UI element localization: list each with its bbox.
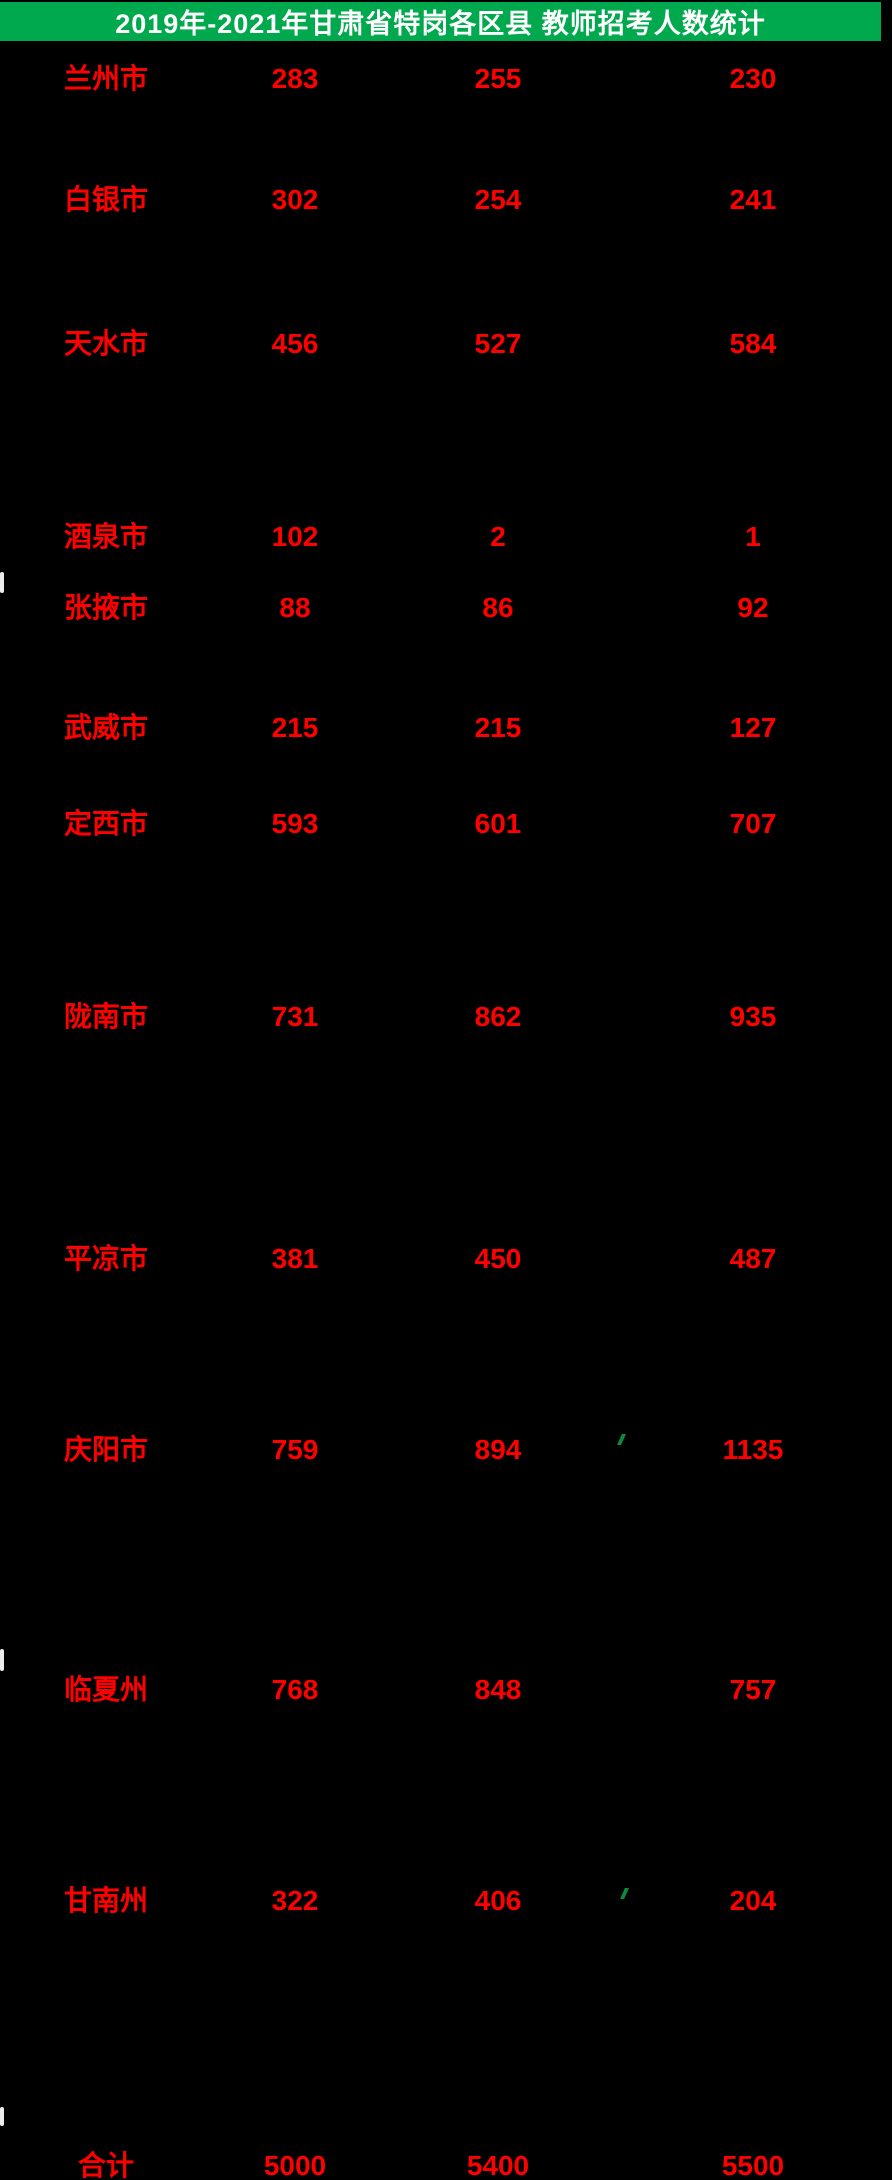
value-year2: 406 xyxy=(474,1885,522,1916)
value-year2: 894 xyxy=(474,1434,522,1465)
row-label: 白银市 xyxy=(63,184,148,215)
green-triangle-mark xyxy=(617,1434,626,1445)
table-row: 定西市 593 601 707 xyxy=(0,802,892,846)
value-year2: 450 xyxy=(474,1243,522,1274)
value-year2: 601 xyxy=(474,808,522,839)
value-year1: 731 xyxy=(271,1001,319,1032)
table-row: 庆阳市 759 894 1135 xyxy=(0,1428,892,1472)
value-year1: 302 xyxy=(271,184,319,215)
row-label: 陇南市 xyxy=(63,1001,148,1032)
table-row: 酒泉市 102 2 1 xyxy=(0,515,892,559)
value-year1: 593 xyxy=(271,808,319,839)
table-row: 平凉市 381 450 487 xyxy=(0,1237,892,1281)
value-year2: 848 xyxy=(474,1674,522,1705)
left-edge-scroll-sliver xyxy=(0,1649,4,1671)
value-year3: 584 xyxy=(729,328,777,359)
table-row: 白银市 302 254 241 xyxy=(0,178,892,222)
value-year3: 1135 xyxy=(722,1434,784,1465)
value-year2: 215 xyxy=(474,712,522,743)
title-bar: 2019年-2021年甘肃省特岗各区县 教师招考人数统计 xyxy=(0,2,881,41)
value-year3: 1 xyxy=(745,521,761,552)
table-row: 天水市 456 527 584 xyxy=(0,322,892,366)
value-year1: 322 xyxy=(271,1885,319,1916)
table-row: 临夏州 768 848 757 xyxy=(0,1668,892,1712)
row-label: 酒泉市 xyxy=(63,521,148,552)
value-year1: 215 xyxy=(271,712,319,743)
row-label: 临夏州 xyxy=(63,1674,148,1705)
value-year3: 707 xyxy=(729,808,777,839)
value-year2: 527 xyxy=(474,328,522,359)
table-row: 张掖市 88 86 92 xyxy=(0,586,892,630)
value-year2: 254 xyxy=(474,184,522,215)
value-year1: 102 xyxy=(271,521,319,552)
value-year1: 283 xyxy=(271,63,319,94)
row-label: 兰州市 xyxy=(63,63,148,94)
left-edge-scroll-sliver xyxy=(0,2107,4,2126)
value-year2: 255 xyxy=(474,63,522,94)
value-year1: 5000 xyxy=(263,2150,327,2180)
row-label: 甘南州 xyxy=(63,1885,148,1916)
row-label: 庆阳市 xyxy=(63,1434,148,1465)
value-year1: 456 xyxy=(271,328,319,359)
row-label: 武威市 xyxy=(63,712,148,743)
value-year1: 768 xyxy=(271,1674,319,1705)
green-triangle-mark xyxy=(620,1888,629,1899)
value-year1: 759 xyxy=(271,1434,319,1465)
row-label: 平凉市 xyxy=(63,1243,148,1274)
row-label: 天水市 xyxy=(63,328,148,359)
value-year3: 92 xyxy=(737,592,769,623)
value-year2: 86 xyxy=(482,592,514,623)
row-label: 定西市 xyxy=(63,808,148,839)
row-label: 合计 xyxy=(77,2150,134,2180)
value-year2: 862 xyxy=(474,1001,522,1032)
chart-title: 2019年-2021年甘肃省特岗各区县 教师招考人数统计 xyxy=(115,9,766,39)
value-year3: 5500 xyxy=(721,2150,785,2180)
row-label: 张掖市 xyxy=(63,592,148,623)
table-row: 兰州市 283 255 230 xyxy=(0,57,892,101)
value-year3: 127 xyxy=(729,712,777,743)
table-row: 武威市 215 215 127 xyxy=(0,706,892,750)
left-edge-scroll-sliver xyxy=(0,572,4,593)
value-year3: 241 xyxy=(729,184,777,215)
value-year3: 487 xyxy=(729,1243,777,1274)
value-year1: 381 xyxy=(271,1243,319,1274)
value-year3: 757 xyxy=(729,1674,777,1705)
value-year3: 204 xyxy=(729,1885,777,1916)
value-year3: 230 xyxy=(729,63,777,94)
total-row: 合计 5000 5400 5500 xyxy=(0,2144,892,2180)
value-year2: 2 xyxy=(490,521,506,552)
value-year2: 5400 xyxy=(466,2150,530,2180)
value-year1: 88 xyxy=(279,592,311,623)
table-row: 陇南市 731 862 935 xyxy=(0,995,892,1039)
table-row: 甘南州 322 406 204 xyxy=(0,1879,892,1923)
value-year3: 935 xyxy=(729,1001,777,1032)
